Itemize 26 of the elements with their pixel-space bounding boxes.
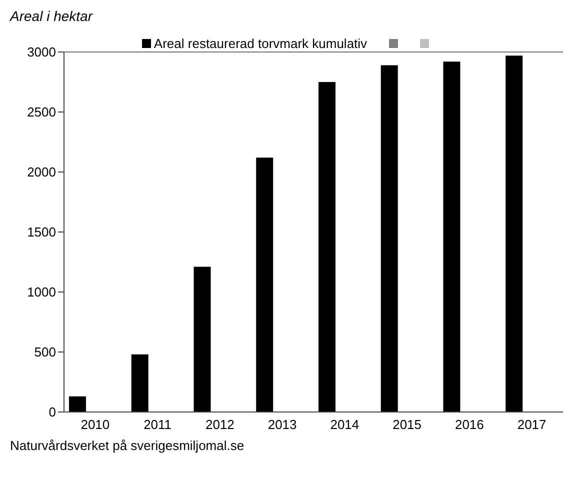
bar (380, 65, 398, 412)
x-tick-label: 2016 (454, 417, 484, 432)
y-tick-label: 0 (48, 404, 56, 420)
y-axis-title: Areal i hektar (10, 8, 94, 24)
x-tick-label: 2015 (392, 417, 422, 432)
bar (318, 82, 336, 412)
x-tick-label: 2011 (144, 417, 172, 432)
bar (256, 158, 274, 412)
bar (443, 62, 460, 412)
bar (506, 56, 523, 412)
y-tick-label: 1500 (27, 224, 56, 240)
bar (131, 354, 148, 412)
y-tick-label: 2500 (27, 104, 56, 120)
legend-label: Areal restaurerad torvmark kumulativ (154, 36, 368, 51)
y-tick-label: 2000 (27, 164, 56, 180)
bar (68, 396, 86, 412)
x-tick-label: 2013 (268, 417, 297, 432)
x-tick-label: 2017 (517, 417, 546, 432)
bar (194, 266, 211, 412)
x-tick-label: 2010 (80, 417, 110, 432)
x-tick-label: 2014 (330, 417, 360, 432)
text: Naturvårdsverket på sverigesmiljomal.se (10, 438, 246, 453)
y-tick-label: 500 (34, 344, 56, 360)
x-tick-label: 2012 (205, 417, 234, 432)
y-tick-label: 1000 (27, 284, 56, 300)
y-tick-label: 3000 (27, 44, 56, 60)
